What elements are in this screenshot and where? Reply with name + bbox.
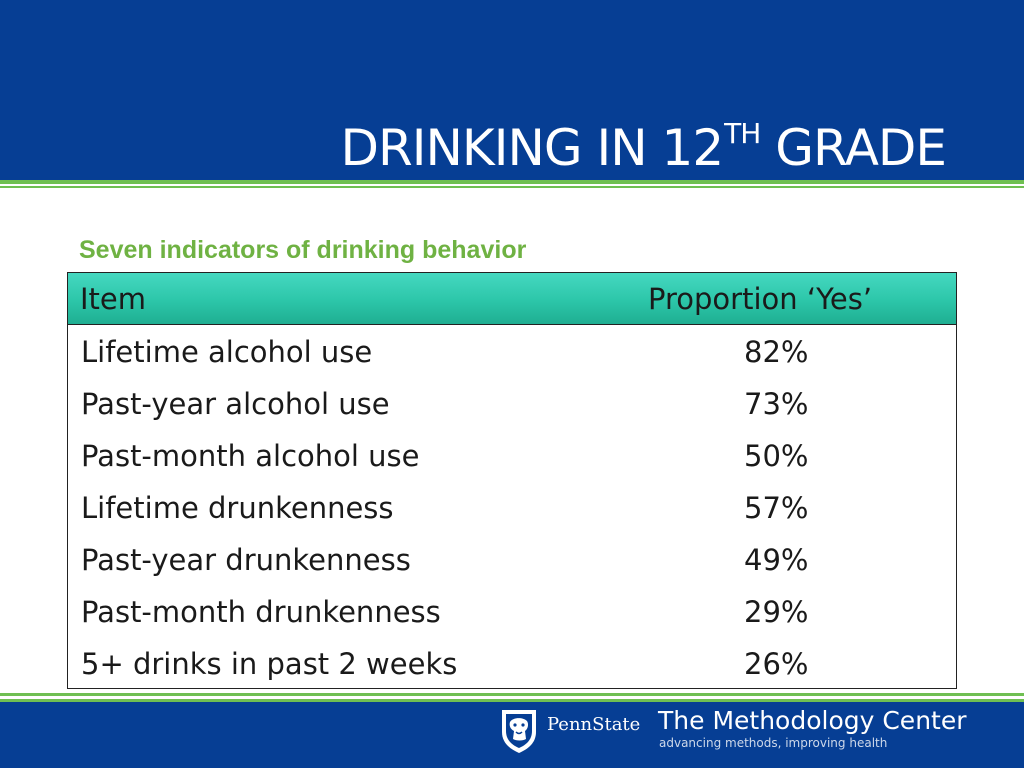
row-value: 49% <box>744 543 809 577</box>
column-header-proportion: Proportion ‘Yes’ <box>648 282 873 316</box>
slide-title: DRINKING IN 12TH GRADE <box>340 117 947 177</box>
footer-stripe <box>0 693 1024 696</box>
indicators-table: Item Proportion ‘Yes’ Lifetime alcohol u… <box>67 272 957 689</box>
table-header-row: Item Proportion ‘Yes’ <box>68 273 956 325</box>
table-row: Past-year drunkenness 49% <box>68 534 956 586</box>
header-band: DRINKING IN 12TH GRADE <box>0 0 1024 180</box>
row-value: 57% <box>744 491 809 525</box>
methodology-center-tagline: advancing methods, improving health <box>659 736 888 750</box>
row-value: 82% <box>744 335 809 369</box>
row-value: 73% <box>744 387 809 421</box>
row-value: 50% <box>744 439 809 473</box>
table-row: 5+ drinks in past 2 weeks 26% <box>68 638 956 690</box>
footer-stripe-lower <box>0 699 1024 702</box>
table-row: Past-month drunkenness 29% <box>68 586 956 638</box>
column-header-item: Item <box>80 282 147 316</box>
table-row: Past-year alcohol use 73% <box>68 378 956 430</box>
pennstate-logo-text: PennState <box>547 714 641 735</box>
table-caption: Seven indicators of drinking behavior <box>79 236 527 264</box>
row-item: Lifetime alcohol use <box>81 335 373 369</box>
row-item: 5+ drinks in past 2 weeks <box>81 647 458 681</box>
row-value: 29% <box>744 595 809 629</box>
row-item: Past-year alcohol use <box>81 387 390 421</box>
row-value: 26% <box>744 647 809 681</box>
row-item: Past-month drunkenness <box>81 595 441 629</box>
row-item: Past-month alcohol use <box>81 439 420 473</box>
row-item: Lifetime drunkenness <box>81 491 394 525</box>
header-stripe-gap <box>0 184 1024 186</box>
pennstate-shield-icon <box>502 710 536 753</box>
footer-stripe-gap <box>0 696 1024 699</box>
table-row: Lifetime alcohol use 82% <box>68 326 956 378</box>
table-row: Past-month alcohol use 50% <box>68 430 956 482</box>
table-row: Lifetime drunkenness 57% <box>68 482 956 534</box>
header-stripe-lower <box>0 186 1024 188</box>
header-stripe <box>0 180 1024 184</box>
methodology-center-title: The Methodology Center <box>658 706 967 735</box>
row-item: Past-year drunkenness <box>81 543 411 577</box>
